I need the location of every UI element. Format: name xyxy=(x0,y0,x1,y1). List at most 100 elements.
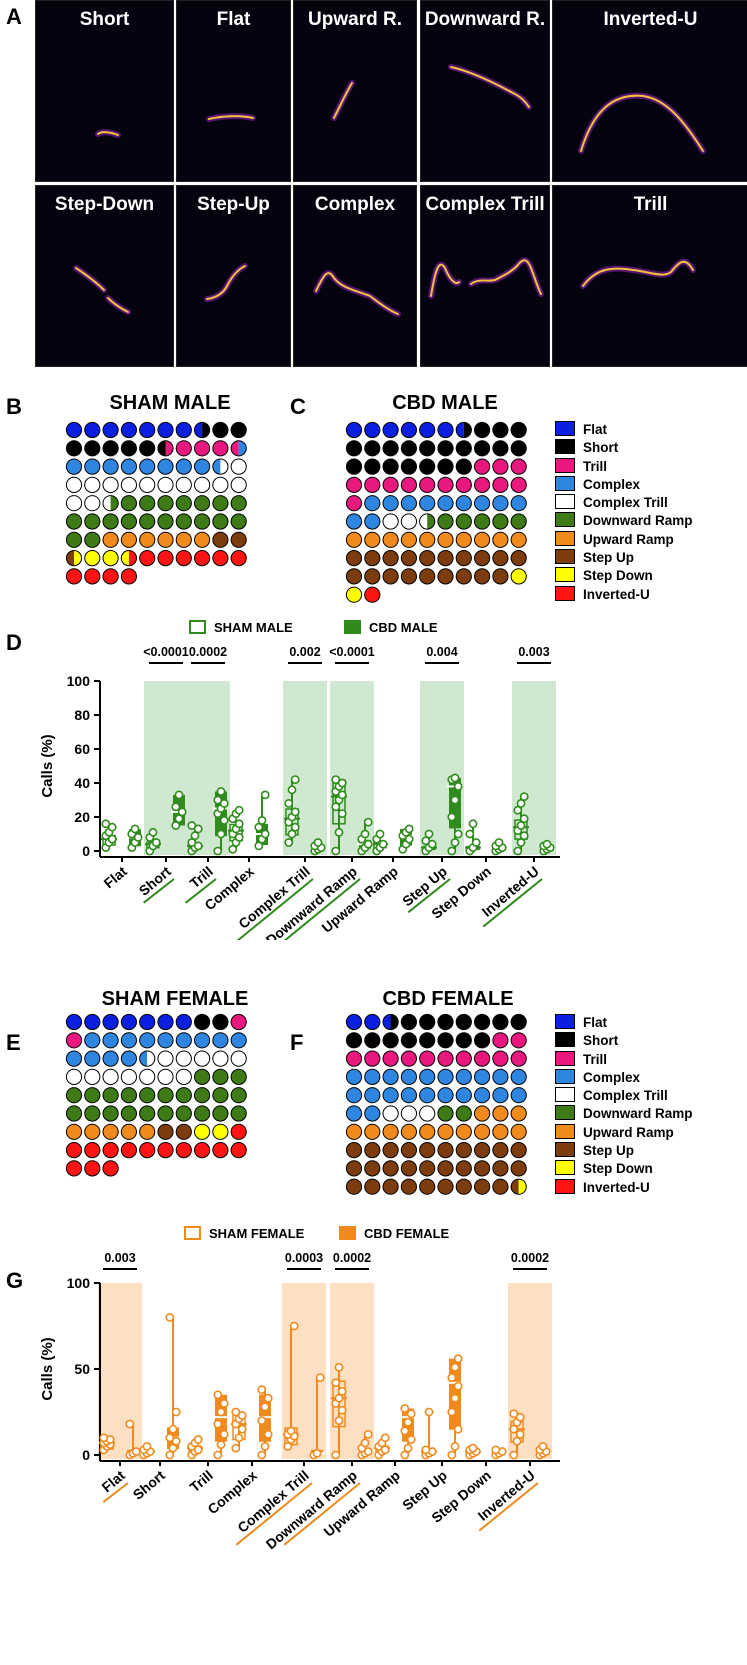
data-point xyxy=(453,781,463,791)
waffle-cell-complex xyxy=(120,1032,138,1049)
y-tick-label: 80 xyxy=(74,707,90,723)
legend-item-complex: Complex xyxy=(555,475,693,494)
waffle-cell-complex xyxy=(382,1068,399,1086)
waffle-cell-complex xyxy=(474,495,491,512)
legend-label: Short xyxy=(583,440,619,456)
waffle-cell-inverted-u xyxy=(175,1142,192,1159)
waffle-cell-step-down xyxy=(102,550,119,567)
waffle-cell-step-up xyxy=(345,550,363,567)
waffle-cell-upward-ramp xyxy=(364,1123,381,1140)
waffle-cell-complex-trill xyxy=(102,476,119,494)
waffle-cell-step-up xyxy=(157,1123,174,1140)
waffle-cell-downward-ramp xyxy=(194,513,211,530)
x-tick-label-short: Short xyxy=(130,1467,169,1503)
data-point xyxy=(148,827,158,837)
waffle-cell-complex xyxy=(102,1050,119,1067)
waffle-cell-short xyxy=(364,440,381,457)
data-point xyxy=(290,807,300,817)
waffle-cell-complex-trill xyxy=(419,1105,436,1122)
waffle-cell-trill xyxy=(364,476,381,494)
waffle-cell-upward-ramp xyxy=(400,1123,418,1140)
waffle-cell-downward-ramp xyxy=(157,513,174,530)
data-point xyxy=(193,841,203,851)
waffle-cell-downward-ramp xyxy=(120,1087,138,1104)
y-tick-label: 40 xyxy=(74,775,90,791)
waffle-cell-flat xyxy=(84,1013,101,1031)
waffle-title-sham-male: SHAM MALE xyxy=(109,392,231,414)
waffle-cell-flat xyxy=(437,421,454,439)
waffle-cell-trill xyxy=(474,476,491,494)
data-point xyxy=(193,824,203,834)
cbd-female-complex-trill xyxy=(309,1373,325,1460)
waffle-cell-upward-ramp xyxy=(400,531,418,548)
waffle-cell-downward-ramp xyxy=(65,1087,83,1104)
waffle-cell-downward-ramp xyxy=(84,531,101,548)
waffle-sham-male xyxy=(65,421,247,585)
waffle-cell-flat xyxy=(65,421,83,439)
data-point xyxy=(107,834,117,844)
data-point xyxy=(450,1362,460,1372)
waffle-cell-trill xyxy=(510,476,527,494)
waffle-cell-step-up xyxy=(400,1142,418,1159)
waffle-cell-step-down xyxy=(194,1123,211,1140)
data-point xyxy=(331,1378,341,1388)
waffle-cell-inverted-u xyxy=(120,1142,138,1159)
cbd-female-inverted-u xyxy=(535,1441,551,1460)
data-point xyxy=(465,829,475,839)
waffle-cell-complex-trill xyxy=(175,1050,192,1067)
waffle-cell-trill xyxy=(510,1032,527,1049)
cbd-female-short xyxy=(165,1313,181,1460)
waffle-cell-complex-trill xyxy=(139,476,156,494)
waffle-cell-complex xyxy=(212,1032,229,1049)
data-point xyxy=(219,1398,229,1408)
waffle-cell-complex xyxy=(510,1068,527,1086)
data-point xyxy=(216,787,226,796)
waffle-cell-downward-ramp xyxy=(102,1087,119,1104)
spectrogram-label: Complex xyxy=(314,194,396,215)
data-point xyxy=(168,1424,178,1434)
waffle-cell-flat xyxy=(345,421,363,439)
sham-female-upward-ramp xyxy=(374,1433,390,1460)
chart-female: 0.003 0.0003 0.0002 0.0002 0 50 100 Calls (%) Fl… xyxy=(39,1226,560,1552)
waffle-cell-upward-ramp xyxy=(419,1123,436,1140)
data-point xyxy=(234,819,244,829)
spectrogram-short: Short xyxy=(35,0,174,182)
chart-legend-label-cbd-female: CBD FEMALE xyxy=(364,1226,450,1241)
waffle-cell-step-up xyxy=(382,1178,399,1195)
waffle-cell-upward-ramp xyxy=(492,1123,509,1140)
significant-underline xyxy=(478,1482,539,1532)
waffle-cell-step-down xyxy=(345,586,363,603)
waffle-cell-complex xyxy=(437,1068,454,1086)
legend-item-complex: Complex xyxy=(555,1068,693,1087)
panel-label-f: F xyxy=(290,1030,304,1055)
waffle-cell-short xyxy=(455,440,472,457)
waffle-cell-step-up xyxy=(492,1178,509,1195)
data-point xyxy=(509,1450,519,1460)
cbd-female-complex xyxy=(257,1385,273,1460)
legend-swatch xyxy=(555,421,575,436)
waffle-cell-step-up xyxy=(437,568,454,585)
waffle-cell-complex-trill xyxy=(65,495,83,512)
waffle-cell-step-up xyxy=(510,550,527,567)
waffle-cell-flat xyxy=(364,421,381,439)
data-point xyxy=(447,1450,457,1460)
waffle-cell-short xyxy=(212,1013,229,1031)
data-point xyxy=(171,802,181,812)
waffle-cell-short xyxy=(510,440,527,457)
legend-item-step-down: Step Down xyxy=(555,1160,693,1178)
cbd-male-step-down xyxy=(491,838,507,856)
data-point xyxy=(363,1429,373,1439)
data-point xyxy=(404,834,414,844)
waffle-cell-complex xyxy=(455,1068,472,1086)
spectrogram-trill: Trill xyxy=(552,185,747,367)
legend-swatch xyxy=(555,457,575,473)
data-point xyxy=(313,838,323,847)
legend-label: Complex xyxy=(583,1069,641,1085)
waffle-cell-trill xyxy=(510,458,527,475)
legend-label: Trill xyxy=(583,458,608,474)
waffle-cell-short xyxy=(345,458,363,475)
data-point xyxy=(375,829,385,839)
data-point xyxy=(519,831,529,841)
waffle-cell-inverted-u xyxy=(84,1142,101,1159)
spectrogram-trace xyxy=(204,263,248,302)
